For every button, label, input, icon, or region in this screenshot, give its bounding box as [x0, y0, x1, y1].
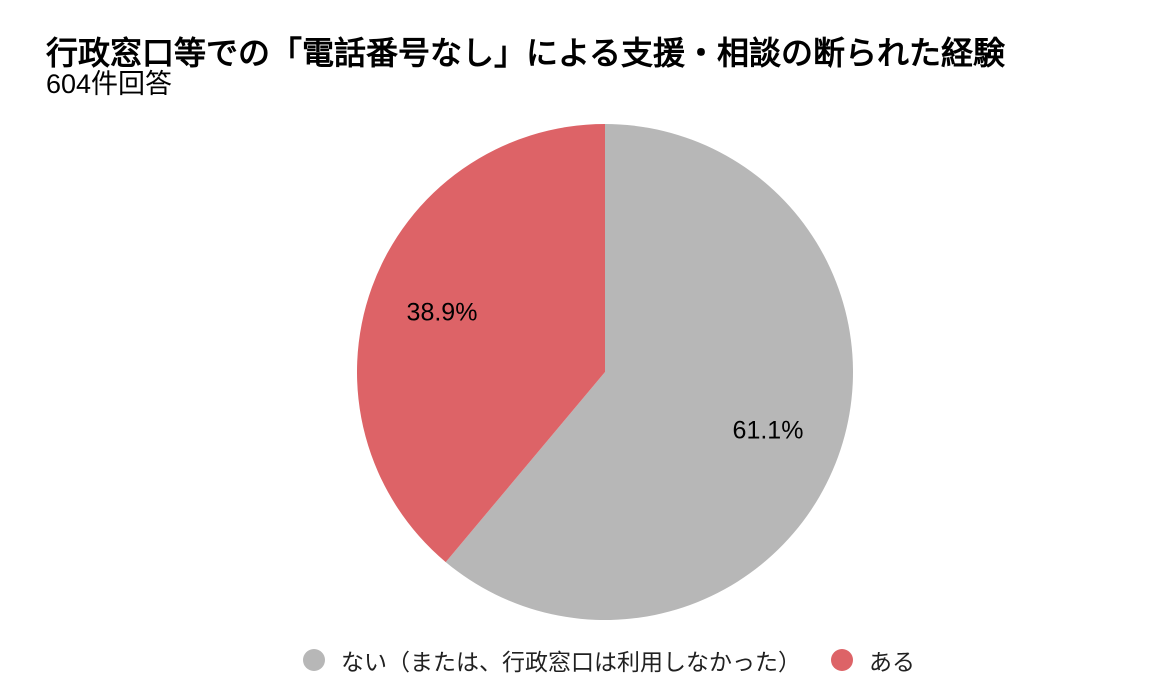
legend-item-2: ある: [831, 643, 915, 677]
pie-slice-1: [445, 124, 853, 620]
legend-label: ない（または、行政窓口は利用しなかった）: [341, 649, 801, 675]
pie-slice-2: [357, 124, 605, 563]
legend-dot-icon: [831, 649, 853, 671]
pie-svg: [357, 124, 853, 620]
chart-subtitle: 604件回答: [46, 69, 173, 99]
legend: ない（または、行政窓口は利用しなかった） ある: [0, 643, 1162, 677]
pie-chart: 61.1% 38.9%: [357, 124, 853, 620]
legend-dot-icon: [303, 649, 325, 671]
chart-title: 行政窓口等での「電話番号なし」による支援・相談の断られた経験: [46, 35, 1006, 72]
legend-item-1: ない（または、行政窓口は利用しなかった）: [303, 643, 801, 677]
legend-label: ある: [869, 649, 915, 675]
